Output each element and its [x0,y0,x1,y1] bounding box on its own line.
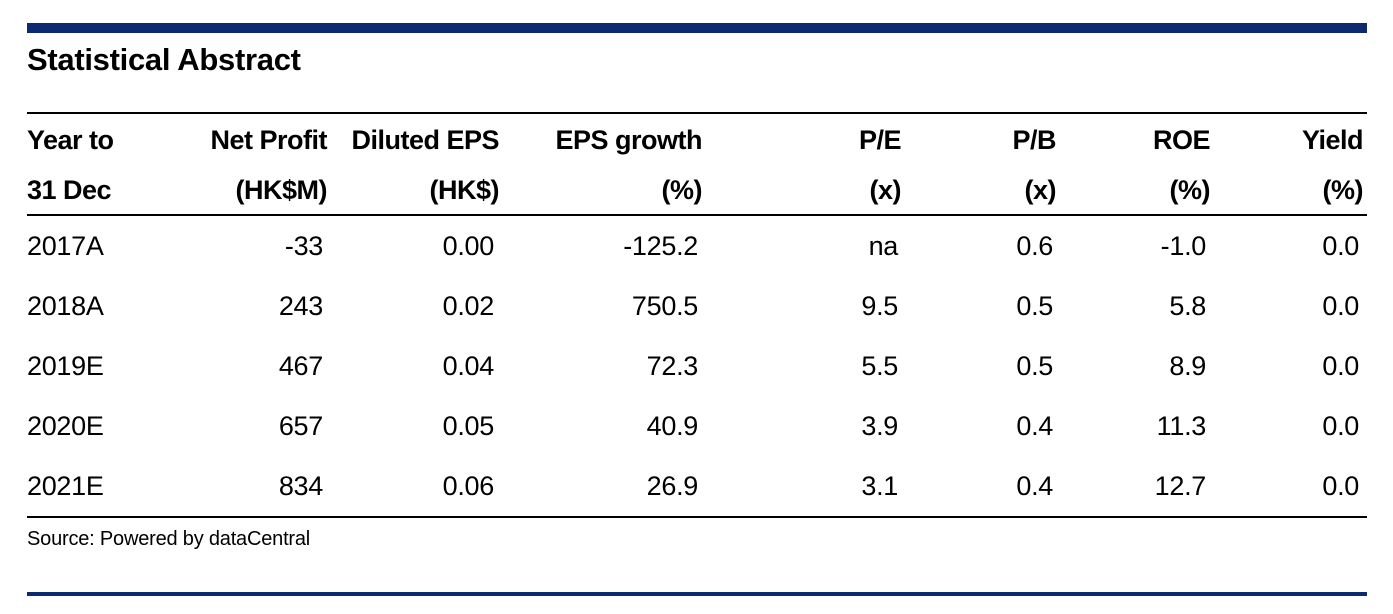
cell-roe: 11.3 [1156,411,1207,441]
header-pe-line2: (x) [869,175,902,205]
cell-pe: na [868,231,899,261]
cell-diluted-eps: 0.05 [442,411,495,441]
header-diluted-eps-line2: (HK$) [429,175,500,205]
table-header-row-1: Year to Net Profit Diluted EPS EPS growt… [27,120,1367,160]
cell-pe: 9.5 [861,291,898,321]
cell-diluted-eps: 0.04 [442,351,495,381]
cell-pb: 0.6 [1016,231,1053,261]
cell-eps-growth: 40.9 [646,411,699,441]
cell-yield: 0.0 [1322,231,1359,261]
header-pb-line1: P/B [1012,125,1056,155]
cell-year: 2019E [27,351,104,381]
header-yield-line1: Yield [1301,125,1364,155]
header-net-profit-line1: Net Profit [210,125,328,155]
cell-year: 2020E [27,411,104,441]
table-bottom-rule [27,516,1367,518]
cell-year: 2017A [27,231,104,261]
source-note: Source: Powered by dataCentral [27,528,311,550]
table-row: 2017A -33 0.00 -125.2 na 0.6 -1.0 0.0 [27,226,1367,266]
header-roe-line1: ROE [1152,125,1211,155]
cell-pb: 0.5 [1016,351,1053,381]
table-header-row-2: 31 Dec (HK$M) (HK$) (%) (x) (x) (%) (%) [27,170,1367,210]
cell-pe: 5.5 [861,351,898,381]
cell-net-profit: 467 [278,351,323,381]
table-row: 2021E 834 0.06 26.9 3.1 0.4 12.7 0.0 [27,466,1367,506]
cell-eps-growth: 72.3 [646,351,699,381]
cell-net-profit: 657 [278,411,323,441]
header-year-line1: Year to [27,125,114,155]
cell-diluted-eps: 0.06 [442,471,495,501]
cell-pb: 0.4 [1016,411,1053,441]
cell-eps-growth: -125.2 [623,231,698,261]
table-row: 2018A 243 0.02 750.5 9.5 0.5 5.8 0.0 [27,286,1367,326]
cell-year: 2021E [27,471,104,501]
table-row: 2020E 657 0.05 40.9 3.9 0.4 11.3 0.0 [27,406,1367,446]
cell-net-profit: -33 [284,231,323,261]
table-row: 2019E 467 0.04 72.3 5.5 0.5 8.9 0.0 [27,346,1367,386]
header-eps-growth-line1: EPS growth [555,125,702,155]
header-top-rule [27,112,1367,114]
cell-roe: -1.0 [1160,231,1207,261]
cell-pe: 3.1 [861,471,898,501]
header-diluted-eps-line1: Diluted EPS [351,125,499,155]
cell-pe: 3.9 [861,411,898,441]
cell-pb: 0.4 [1016,471,1053,501]
header-net-profit-line2: (HK$M) [235,175,328,205]
header-year-line2: 31 Dec [27,175,112,205]
cell-roe: 5.8 [1169,291,1206,321]
cell-yield: 0.0 [1322,471,1359,501]
cell-pb: 0.5 [1016,291,1053,321]
bottom-accent-bar [27,592,1367,596]
cell-diluted-eps: 0.02 [442,291,495,321]
top-accent-bar [27,23,1367,33]
cell-yield: 0.0 [1322,291,1359,321]
header-roe-line2: (%) [1169,175,1211,205]
cell-diluted-eps: 0.00 [442,231,495,261]
page-title: Statistical Abstract [27,42,301,77]
cell-net-profit: 243 [278,291,323,321]
header-pe-line1: P/E [858,125,902,155]
header-yield-line2: (%) [1322,175,1364,205]
cell-roe: 8.9 [1169,351,1206,381]
cell-year: 2018A [27,291,104,321]
cell-eps-growth: 26.9 [646,471,699,501]
header-bottom-rule [27,214,1367,216]
cell-roe: 12.7 [1154,471,1207,501]
cell-yield: 0.0 [1322,351,1359,381]
cell-net-profit: 834 [278,471,323,501]
header-pb-line2: (x) [1024,175,1057,205]
cell-yield: 0.0 [1322,411,1359,441]
header-eps-growth-line2: (%) [661,175,703,205]
cell-eps-growth: 750.5 [631,291,698,321]
